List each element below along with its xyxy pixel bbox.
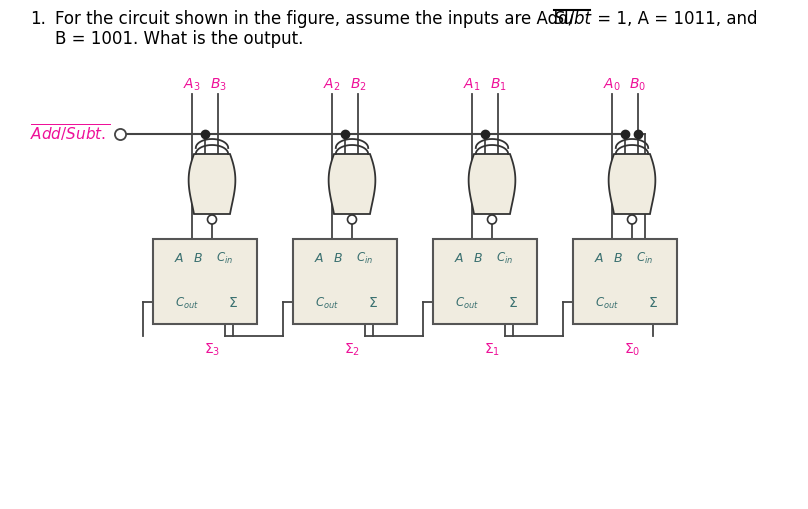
Text: $\Sigma$: $\Sigma$ (368, 295, 378, 309)
Text: B: B (473, 251, 482, 264)
Polygon shape (469, 155, 516, 215)
Text: $C_{in}$: $C_{in}$ (356, 250, 373, 265)
Text: $\Sigma_1$: $\Sigma_1$ (484, 342, 500, 358)
Polygon shape (608, 155, 655, 215)
Text: A: A (175, 251, 183, 264)
Text: $B_1$: $B_1$ (490, 76, 507, 93)
Text: $\Sigma$: $\Sigma$ (508, 295, 518, 309)
Text: 1.: 1. (30, 10, 46, 28)
Circle shape (628, 216, 637, 224)
Text: $\overline{\mathit{Add/Subt.}}$: $\overline{\mathit{Add/Subt.}}$ (30, 122, 111, 143)
Bar (573, 240, 677, 324)
Circle shape (347, 216, 356, 224)
Text: $A_2$: $A_2$ (323, 76, 341, 93)
Bar (153, 240, 257, 324)
Text: A: A (315, 251, 323, 264)
Text: A: A (455, 251, 463, 264)
Text: For the circuit shown in the figure, assume the inputs are Add/: For the circuit shown in the figure, ass… (55, 10, 574, 28)
Text: B = 1001. What is the output.: B = 1001. What is the output. (55, 30, 303, 48)
Text: $C_{out}$: $C_{out}$ (455, 295, 479, 310)
Text: B: B (614, 251, 622, 264)
Text: $B_2$: $B_2$ (350, 76, 366, 93)
Text: Subt: Subt (554, 10, 592, 28)
Text: $A_0$: $A_0$ (603, 76, 621, 93)
Text: $C_{in}$: $C_{in}$ (637, 250, 654, 265)
Text: $C_{in}$: $C_{in}$ (496, 250, 514, 265)
Text: B: B (334, 251, 343, 264)
Text: B: B (194, 251, 202, 264)
Text: $C_{out}$: $C_{out}$ (315, 295, 339, 310)
Circle shape (487, 216, 496, 224)
Text: $B_3$: $B_3$ (209, 76, 226, 93)
Polygon shape (188, 155, 235, 215)
Polygon shape (329, 155, 376, 215)
Text: $B_0$: $B_0$ (629, 76, 646, 93)
Text: $\Sigma_2$: $\Sigma_2$ (344, 342, 360, 358)
Text: $\Sigma$: $\Sigma$ (228, 295, 238, 309)
Text: $A_1$: $A_1$ (463, 76, 481, 93)
Text: $\Sigma_3$: $\Sigma_3$ (204, 342, 220, 358)
Bar (293, 240, 397, 324)
Text: $\Sigma$: $\Sigma$ (648, 295, 658, 309)
Text: A: A (595, 251, 604, 264)
Text: $\Sigma_0$: $\Sigma_0$ (624, 342, 640, 358)
Text: = 1, A = 1011, and: = 1, A = 1011, and (592, 10, 757, 28)
Text: $C_{out}$: $C_{out}$ (175, 295, 199, 310)
Circle shape (208, 216, 217, 224)
Text: $C_{in}$: $C_{in}$ (217, 250, 234, 265)
Text: $A_3$: $A_3$ (183, 76, 201, 93)
Bar (433, 240, 537, 324)
Text: $C_{out}$: $C_{out}$ (595, 295, 619, 310)
